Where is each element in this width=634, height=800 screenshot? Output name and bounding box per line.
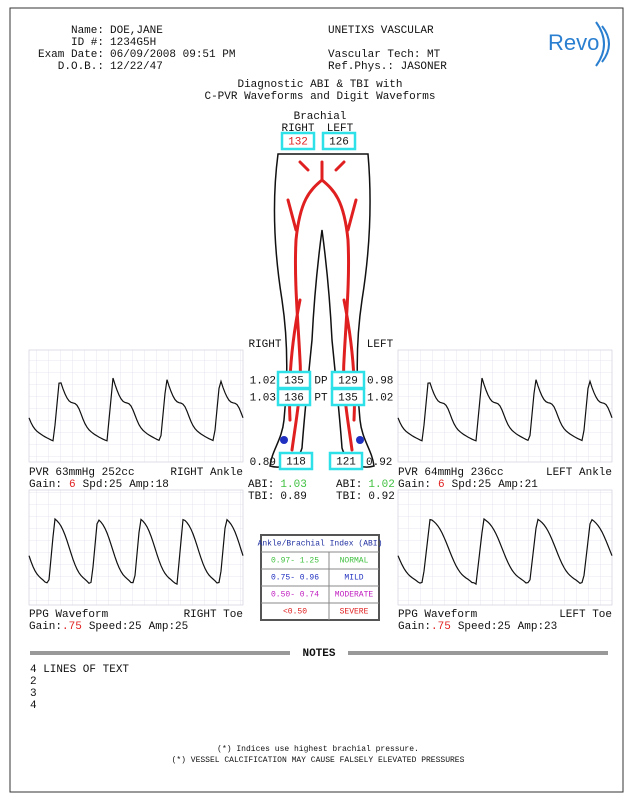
waveform-settings: Gain: 6 Spd:25 Amp:18 [29, 479, 169, 491]
field-label: D.O.B.: [58, 61, 104, 73]
result-label: TBI: [248, 491, 274, 503]
field-value: DOE,JANE [110, 25, 163, 37]
abi-category: SEVERE [340, 608, 369, 617]
footnote: (*) Indices use highest brachial pressur… [217, 745, 419, 754]
gain-value: 6 [438, 479, 445, 491]
abi-category: MILD [344, 574, 363, 583]
waveform-site: RIGHT Toe [184, 609, 243, 621]
amp: Amp:25 [149, 621, 189, 633]
abi-range: <0.50 [283, 608, 307, 617]
report-title: C-PVR Waveforms and Digit Waveforms [204, 91, 435, 103]
pressure-value: 129 [338, 375, 358, 387]
result-label: ABI: [336, 479, 362, 491]
gain-value: 6 [69, 479, 76, 491]
index-value: 1.02 [367, 392, 393, 404]
waveform-settings: Gain: 6 Spd:25 Amp:21 [398, 479, 538, 491]
site-label: DP [314, 375, 328, 387]
abi-table-title: Ankle/Brachial Index (ABI) [258, 540, 383, 549]
waveform-grid [29, 350, 243, 462]
waveform-caption: PVR 63mmHg 252cc [29, 467, 135, 479]
physician: Ref.Phys.: JASONER [328, 61, 447, 73]
pressure-value: 118 [286, 456, 306, 468]
abi-range: 0.75- 0.96 [271, 574, 319, 583]
field-label: Exam Date: [38, 49, 104, 61]
index-value: 0.92 [366, 457, 392, 469]
field-value: 1234G5H [110, 37, 156, 49]
index-value: 0.89 [250, 457, 276, 469]
waveform-grid [398, 350, 612, 462]
speed: Speed:25 [89, 621, 142, 633]
result-value: 0.89 [280, 491, 306, 503]
result-value: 0.92 [368, 491, 394, 503]
logo: Revo [548, 30, 599, 55]
note-line: 3 [30, 688, 37, 700]
result-value: 1.03 [280, 479, 306, 491]
note-line: 4 [30, 700, 37, 712]
pressure-value: 126 [329, 136, 349, 148]
field-label: ID #: [71, 37, 104, 49]
abi-category: NORMAL [340, 557, 369, 566]
speed: Speed:25 [458, 621, 511, 633]
waveform-settings: Gain:.75 Speed:25 Amp:23 [398, 621, 557, 633]
field-label: Name: [71, 25, 104, 37]
amp: Amp:21 [498, 479, 538, 491]
index-value: 1.02 [250, 375, 276, 387]
waveform-grid [29, 490, 243, 605]
waveform-caption: PVR 64mmHg 236cc [398, 467, 504, 479]
notes-title: NOTES [302, 648, 335, 660]
index-value: 1.03 [250, 392, 276, 404]
amp: Amp:23 [518, 621, 558, 633]
note-line: 4 LINES OF TEXT [30, 664, 129, 676]
result-label: TBI: [336, 491, 362, 503]
waveform-caption: PPG Waveform [398, 609, 478, 621]
gain-value: .75 [62, 621, 82, 633]
pressure-value: 132 [288, 136, 308, 148]
index-value: 0.98 [367, 375, 393, 387]
gain-label: Gain: [398, 621, 431, 633]
abi-range: 0.50- 0.74 [271, 591, 319, 600]
waveform-site: LEFT Ankle [546, 467, 612, 479]
pressure-value: 135 [338, 392, 358, 404]
report-page: Revo Name: DOE,JANE ID #: 1234G5H Exam Date:… [0, 0, 634, 800]
side-label: LEFT [367, 339, 394, 351]
waveform-caption: PPG Waveform [29, 609, 109, 621]
brachial-label: Brachial [294, 111, 347, 123]
amp: Amp:18 [129, 479, 169, 491]
footnote: (*) VESSEL CALCIFICATION MAY CAUSE FALSE… [172, 756, 465, 765]
speed: Spd:25 [452, 479, 492, 491]
pressure-value: 136 [284, 392, 304, 404]
result-value: 1.02 [368, 479, 394, 491]
note-line: 2 [30, 676, 37, 688]
abi-category: MODERATE [335, 591, 374, 600]
side-label: RIGHT [248, 339, 281, 351]
field-value: 12/22/47 [110, 61, 163, 73]
gain-label: Gain: [29, 621, 62, 633]
waveform-settings: Gain:.75 Speed:25 Amp:25 [29, 621, 188, 633]
report-title: Diagnostic ABI & TBI with [237, 79, 402, 91]
abi-range: 0.97- 1.25 [271, 557, 319, 566]
waveform-site: LEFT Toe [559, 609, 612, 621]
waveform-grid [398, 490, 612, 605]
result-label: ABI: [248, 479, 274, 491]
tech: Vascular Tech: MT [328, 49, 441, 61]
gain-label: Gain: [398, 479, 431, 491]
gain-value: .75 [431, 621, 451, 633]
speed: Spd:25 [83, 479, 123, 491]
waveform-site: RIGHT Ankle [170, 467, 243, 479]
pressure-value: 135 [284, 375, 304, 387]
field-value: 06/09/2008 09:51 PM [110, 49, 235, 61]
site-label: PT [314, 392, 328, 404]
gain-label: Gain: [29, 479, 62, 491]
facility: UNETIXS VASCULAR [328, 25, 434, 37]
pressure-value: 121 [336, 456, 356, 468]
